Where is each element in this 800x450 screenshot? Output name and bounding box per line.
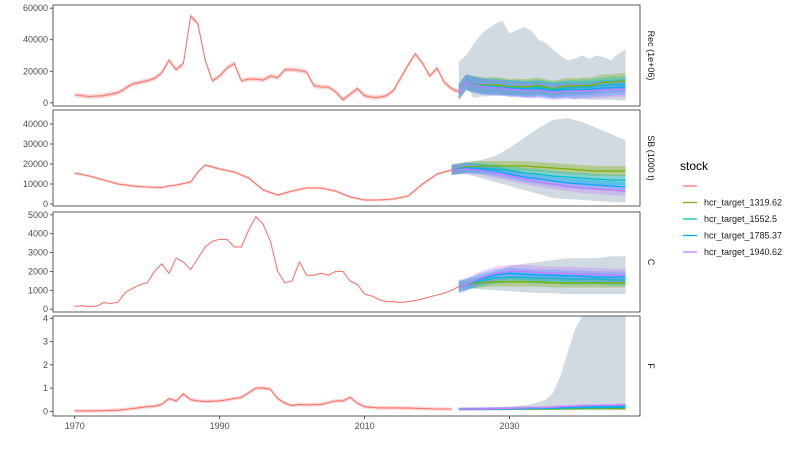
series-band: [458, 74, 626, 100]
historic-line: [74, 164, 452, 201]
y-tick-label: 2: [43, 360, 48, 370]
y-tick-label: 1: [43, 383, 48, 393]
series-band: [458, 277, 626, 292]
legend-title: stock: [680, 159, 709, 173]
series-band: [458, 74, 626, 100]
legend-label: hcr_target_1319.62: [704, 198, 782, 208]
x-tick-label: 2030: [500, 421, 520, 431]
y-tick-label: 4: [43, 313, 48, 323]
panel-border: [52, 4, 641, 107]
x-tick-label: 1970: [65, 421, 85, 431]
series-line: [458, 81, 626, 93]
historic-line: [74, 387, 452, 412]
panel-strip-label: C: [646, 259, 656, 266]
series-line: [458, 276, 626, 288]
historic-line: [74, 14, 460, 101]
y-tick-label: 2000: [28, 266, 48, 276]
projection-outer-band: [458, 20, 626, 101]
panel-plot-0: [74, 13, 626, 103]
historic-band: [74, 13, 459, 103]
y-tick-label: 40000: [23, 119, 48, 129]
x-tick-label: 1990: [210, 421, 230, 431]
y-tick-label: 20000: [23, 66, 48, 76]
y-tick-label: 3000: [28, 248, 48, 258]
y-tick-label: 0: [43, 406, 48, 416]
y-tick-label: 20000: [23, 159, 48, 169]
panel-strip-label: SB (1000 t): [646, 135, 656, 181]
panel-strip-label: F: [646, 363, 656, 369]
x-tick-label: 2010: [355, 421, 375, 431]
series-line: [458, 81, 626, 93]
panel-border: [52, 211, 641, 313]
y-tick-label: 5000: [28, 210, 48, 220]
projection-outer-band: [451, 118, 626, 203]
series-band: [451, 163, 626, 192]
panel-border: [52, 315, 641, 417]
panel-plot-3: [74, 316, 626, 413]
historic-line: [74, 215, 460, 308]
y-tick-label: 0: [43, 304, 48, 314]
historic-band: [74, 163, 452, 202]
y-tick-label: 40000: [23, 35, 48, 45]
y-tick-label: 10000: [23, 179, 48, 189]
legend-label: hcr_target_1552.5: [704, 214, 777, 224]
y-tick-label: 3: [43, 337, 48, 347]
series-band: [451, 161, 626, 176]
series-line: [458, 281, 626, 288]
panel-strip-label: Rec (1e+06): [646, 31, 656, 81]
series-line: [458, 272, 626, 288]
projection-outer-band: [458, 316, 626, 411]
y-tick-label: 0: [43, 199, 48, 209]
legend-label: hcr_target_1785.37: [704, 231, 782, 241]
y-tick-label: 0: [43, 98, 48, 108]
series-band: [458, 74, 626, 100]
y-tick-label: 60000: [23, 3, 48, 13]
series-line: [451, 167, 626, 181]
legend-label: hcr_target_1940.62: [704, 247, 782, 257]
series-line: [458, 270, 626, 288]
series-line: [451, 165, 626, 172]
series-line: [451, 168, 626, 192]
panel-border: [52, 109, 641, 207]
series-line: [458, 80, 626, 93]
y-tick-label: 4000: [28, 229, 48, 239]
y-tick-label: 1000: [28, 285, 48, 295]
series-line: [451, 167, 626, 188]
panel-plot-2: [74, 215, 626, 308]
y-tick-label: 30000: [23, 139, 48, 149]
series-line: [458, 404, 626, 410]
panel-plot-1: [74, 118, 626, 203]
series-band: [458, 264, 626, 294]
